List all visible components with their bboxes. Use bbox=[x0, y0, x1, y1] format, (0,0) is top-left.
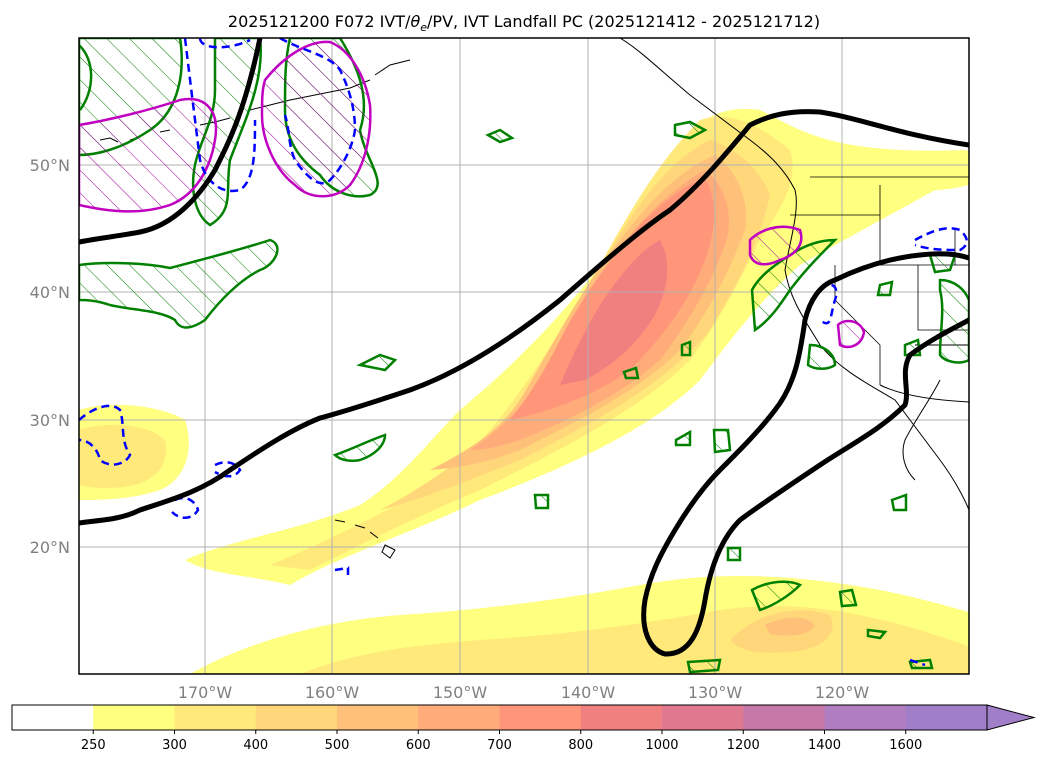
lat-label-30n: 30°N bbox=[30, 411, 70, 430]
colorbar-tick-label: 300 bbox=[162, 738, 187, 753]
colorbar-segment bbox=[174, 705, 257, 730]
colorbar: 250 300 400 500 600 700 800 1000 1200 1400 1600 bbox=[11, 704, 1036, 753]
pv-contours-magenta bbox=[79, 40, 866, 349]
colorbar-tick-label: 400 bbox=[243, 738, 268, 753]
colorbar-tick-label: 600 bbox=[406, 738, 431, 753]
colorbar-tick-label: 1600 bbox=[889, 738, 922, 753]
map-border bbox=[78, 37, 970, 675]
colorbar-segment bbox=[580, 705, 663, 730]
colorbar-segment bbox=[905, 705, 988, 730]
colorbar-segment bbox=[418, 705, 500, 730]
colorbar-segment bbox=[824, 705, 907, 730]
colorbar-extend-arrow bbox=[986, 704, 1036, 731]
colorbar-tick-label: 1200 bbox=[727, 738, 760, 753]
lat-label-50n: 50°N bbox=[30, 156, 70, 175]
ivt-plume-west bbox=[79, 404, 189, 500]
lat-label-20n: 20°N bbox=[30, 538, 70, 557]
colorbar-segment bbox=[499, 705, 582, 730]
theta-contours bbox=[79, 38, 969, 657]
pv-contours-blue bbox=[79, 38, 968, 667]
colorbar-tick-label: 500 bbox=[325, 738, 350, 753]
colorbar-tick-label: 1400 bbox=[808, 738, 841, 753]
lon-label-130w: 130°W bbox=[688, 683, 743, 702]
colorbar-segment bbox=[337, 705, 419, 730]
colorbar-segment bbox=[12, 705, 94, 730]
lat-label-40n: 40°N bbox=[30, 283, 70, 302]
colorbar-segment bbox=[662, 705, 744, 730]
longitude-labels: 170°W 160°W 150°W 140°W 130°W 120°W bbox=[178, 683, 870, 702]
colorbar-tick-label: 250 bbox=[81, 738, 106, 753]
latitude-labels: 50°N 40°N 30°N 20°N bbox=[30, 156, 70, 557]
colorbar-segment bbox=[255, 705, 338, 730]
lon-label-160w: 160°W bbox=[305, 683, 360, 702]
map-title: 2025121200 F072 IVT/θe/PV, IVT Landfall … bbox=[228, 12, 820, 34]
colorbar-tick-label: 700 bbox=[487, 738, 512, 753]
colorbar-segment bbox=[743, 705, 825, 730]
colorbar-tick-label: 800 bbox=[568, 738, 593, 753]
lon-label-170w: 170°W bbox=[178, 683, 233, 702]
ivt-plume-coast bbox=[900, 150, 969, 191]
lon-label-120w: 120°W bbox=[815, 683, 870, 702]
lon-label-140w: 140°W bbox=[561, 683, 616, 702]
colorbar-tick-label: 1000 bbox=[645, 738, 678, 753]
lon-label-150w: 150°W bbox=[433, 683, 488, 702]
colorbar-segment bbox=[93, 705, 175, 730]
